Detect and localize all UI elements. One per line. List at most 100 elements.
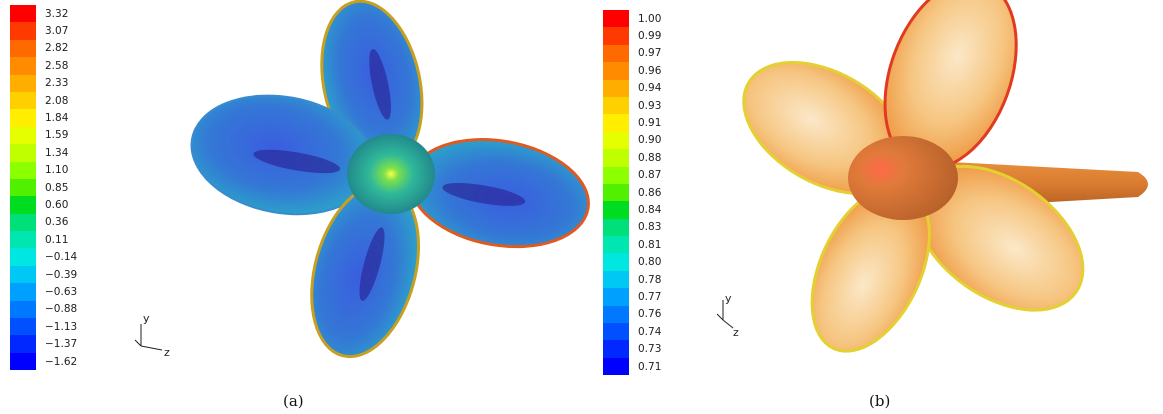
propeller-a: y z: [134, 0, 590, 359]
colorbar-swatch: [10, 144, 36, 162]
colorbar-swatch: [10, 178, 36, 197]
colorbar-row: 0.91: [603, 114, 662, 132]
colorbar-swatch: [603, 44, 629, 63]
axis-y-label-b: y: [725, 292, 732, 305]
colorbar-label: 0.80: [638, 256, 662, 269]
colorbar-row: 3.07: [10, 22, 77, 40]
colorbar-a: 3.32 3.07 2.82 2.58 2.33 2.08 1.84 1.59 1.34 1.10…: [10, 5, 78, 371]
colorbar-swatch: [603, 166, 629, 184]
axis-triad-b: y z: [716, 292, 739, 339]
colorbar-label: 0.91: [638, 117, 662, 130]
colorbar-row: 0.11: [10, 231, 77, 249]
colorbar-swatch: [603, 10, 629, 28]
colorbar-swatch: [10, 231, 36, 249]
colorbar-label: 0.96: [638, 64, 662, 77]
colorbar-label: 0.99: [638, 30, 662, 43]
colorbar-row: 1.34: [10, 144, 77, 162]
colorbar-label: 0.93: [638, 99, 662, 112]
colorbar-swatch: [603, 131, 629, 150]
colorbar-label: 3.07: [45, 25, 69, 38]
colorbar-swatch: [603, 323, 629, 341]
colorbar-row: 1.10: [10, 161, 77, 179]
axis-triad-a: y z: [134, 312, 170, 359]
colorbar-label: 0.60: [45, 198, 69, 211]
colorbar-label: 0.71: [638, 360, 662, 373]
colorbar-row: 0.80: [603, 253, 662, 271]
colorbar-row: 0.76: [603, 305, 662, 324]
colorbar-row: 0.86: [603, 183, 662, 202]
hub-a: [347, 134, 435, 214]
colorbar-label: −0.88: [45, 303, 78, 316]
colorbar-swatch: [10, 126, 36, 145]
caption-b: (b): [869, 392, 891, 410]
blade-a-right: [408, 138, 590, 249]
colorbar-label: 0.85: [45, 181, 69, 194]
colorbar-label: 0.94: [638, 82, 662, 95]
colorbar-row: 0.84: [603, 201, 661, 219]
colorbar-row: −1.37: [10, 335, 78, 353]
colorbar-row: 0.73: [603, 340, 661, 358]
colorbar-label: 2.08: [45, 94, 69, 107]
colorbar-swatch: [603, 340, 629, 358]
caption-a: (a): [283, 392, 304, 410]
colorbar-row: 0.93: [603, 96, 662, 115]
colorbar-swatch: [603, 218, 629, 237]
colorbar-swatch: [603, 27, 629, 45]
colorbar-row: 1.84: [10, 109, 77, 127]
colorbar-label: 1.34: [45, 146, 69, 159]
colorbar-label: 0.97: [638, 47, 662, 60]
colorbar-row: 0.96: [603, 62, 662, 80]
colorbar-swatch: [10, 265, 36, 284]
colorbar-label: 1.59: [45, 129, 69, 142]
propeller-b: y z: [716, 0, 1148, 353]
colorbar-label: 2.58: [45, 59, 69, 72]
colorbar-swatch: [10, 74, 36, 92]
colorbar-swatch: [10, 5, 36, 23]
colorbar-swatch: [603, 270, 629, 289]
colorbar-row: −0.63: [10, 283, 78, 301]
colorbar-swatch: [10, 57, 36, 75]
colorbar-label: −0.63: [45, 285, 78, 298]
colorbar-label: 0.90: [638, 134, 662, 147]
colorbar-label: 2.33: [45, 77, 69, 90]
colorbar-swatch: [603, 79, 629, 97]
colorbar-swatch: [10, 91, 36, 110]
colorbar-swatch: [603, 96, 629, 115]
colorbar-row: 1.59: [10, 126, 77, 145]
colorbar-row: −0.14: [10, 248, 77, 266]
panel-a: 3.32 3.07 2.82 2.58 2.33 2.08 1.84 1.59 1.34 1.10…: [0, 0, 590, 414]
colorbar-swatch: [10, 248, 36, 266]
colorbar-label: 1.00: [638, 12, 662, 25]
colorbar-row: 0.83: [603, 218, 662, 237]
colorbar-row: 0.60: [10, 196, 77, 214]
colorbar-label: 0.81: [638, 238, 662, 251]
colorbar-label: 0.76: [638, 308, 662, 321]
colorbar-swatch: [10, 39, 36, 58]
colorbar-label: −1.62: [45, 355, 78, 368]
colorbar-row: 0.81: [603, 236, 662, 254]
panel-b: 1.00 0.99 0.97 0.96 0.94 0.93 0.91 0.90 0.88 0.87…: [583, 0, 1163, 414]
colorbar-row: 0.78: [603, 270, 661, 289]
colorbar-label: −1.13: [45, 320, 78, 333]
colorbar-label: −1.37: [45, 338, 78, 351]
colorbar-label: 0.88: [638, 151, 662, 164]
colorbar-label: 1.84: [45, 112, 69, 125]
colorbar-row: 0.85: [10, 178, 77, 197]
colorbar-row: 2.82: [10, 39, 77, 58]
colorbar-row: −0.88: [10, 300, 78, 319]
colorbar-row: 2.33: [10, 74, 77, 92]
colorbar-swatch: [603, 288, 629, 306]
colorbar-swatch: [603, 62, 629, 80]
axis-z-label-b: z: [733, 326, 739, 339]
colorbar-row: 0.71: [603, 357, 662, 376]
colorbar-label: 0.86: [638, 186, 662, 199]
colorbar-row: 2.58: [10, 57, 77, 75]
colorbar-swatch: [10, 335, 36, 353]
colorbar-swatch: [10, 352, 36, 371]
colorbar-label: 0.11: [45, 233, 69, 246]
colorbar-label: 0.77: [638, 290, 662, 303]
colorbar-swatch: [10, 109, 36, 127]
colorbar-label: 0.83: [638, 221, 662, 234]
colorbar-swatch: [603, 183, 629, 202]
colorbar-row: 0.97: [603, 44, 662, 63]
